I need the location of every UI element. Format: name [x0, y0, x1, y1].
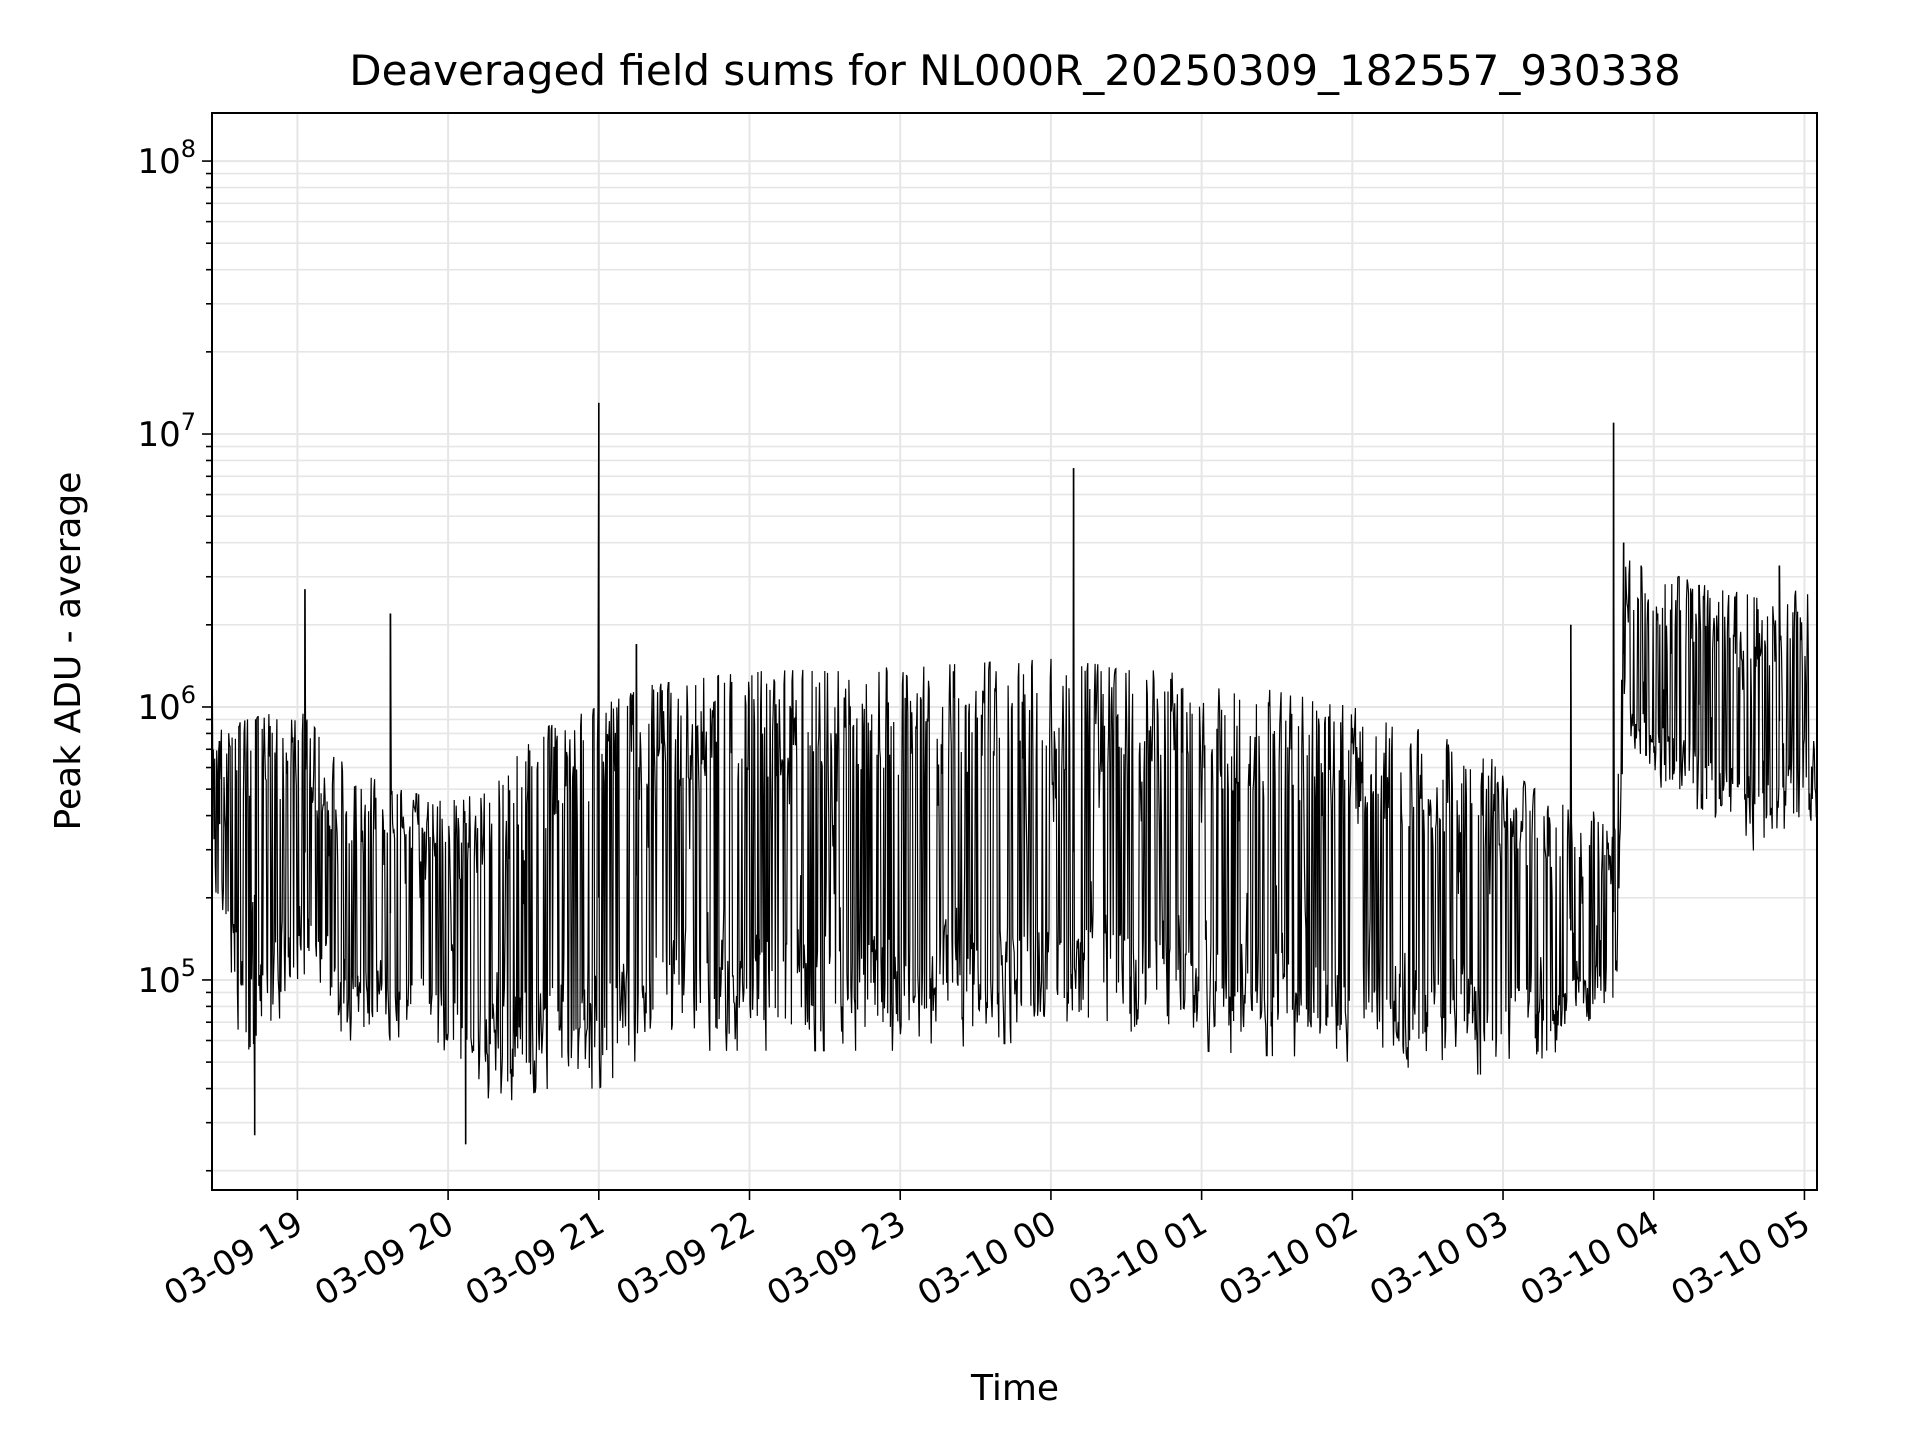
x-tick-label: 03-09 23 [760, 1203, 912, 1314]
x-tick-label: 03-09 19 [158, 1203, 310, 1314]
series-line [211, 402, 1818, 1145]
x-tick-label: 03-10 01 [1062, 1203, 1214, 1314]
x-tick-label: 03-10 04 [1514, 1203, 1666, 1314]
x-tick-label: 03-10 03 [1363, 1203, 1515, 1314]
x-tick-label: 03-09 21 [459, 1203, 611, 1314]
x-tick-label: 03-10 02 [1212, 1203, 1364, 1314]
x-tick-label: 03-10 00 [911, 1203, 1063, 1314]
y-tick-label: 108 [137, 135, 196, 182]
y-tick-label: 105 [137, 954, 196, 1001]
y-tick-label: 106 [137, 681, 196, 728]
x-tick-label: 03-09 22 [610, 1203, 762, 1314]
data-series [211, 402, 1818, 1145]
plot-frame [211, 112, 1818, 1191]
y-axis-label: Peak ADU - average [48, 472, 89, 831]
x-tick-label: 03-10 05 [1665, 1203, 1817, 1314]
grid [212, 113, 1817, 1190]
x-axis-label: Time [970, 1368, 1059, 1409]
y-tick-label: 107 [137, 408, 196, 455]
chart-title: Deaveraged field sums for NL000R_2025030… [349, 46, 1680, 95]
x-tick-label: 03-09 20 [308, 1203, 460, 1314]
